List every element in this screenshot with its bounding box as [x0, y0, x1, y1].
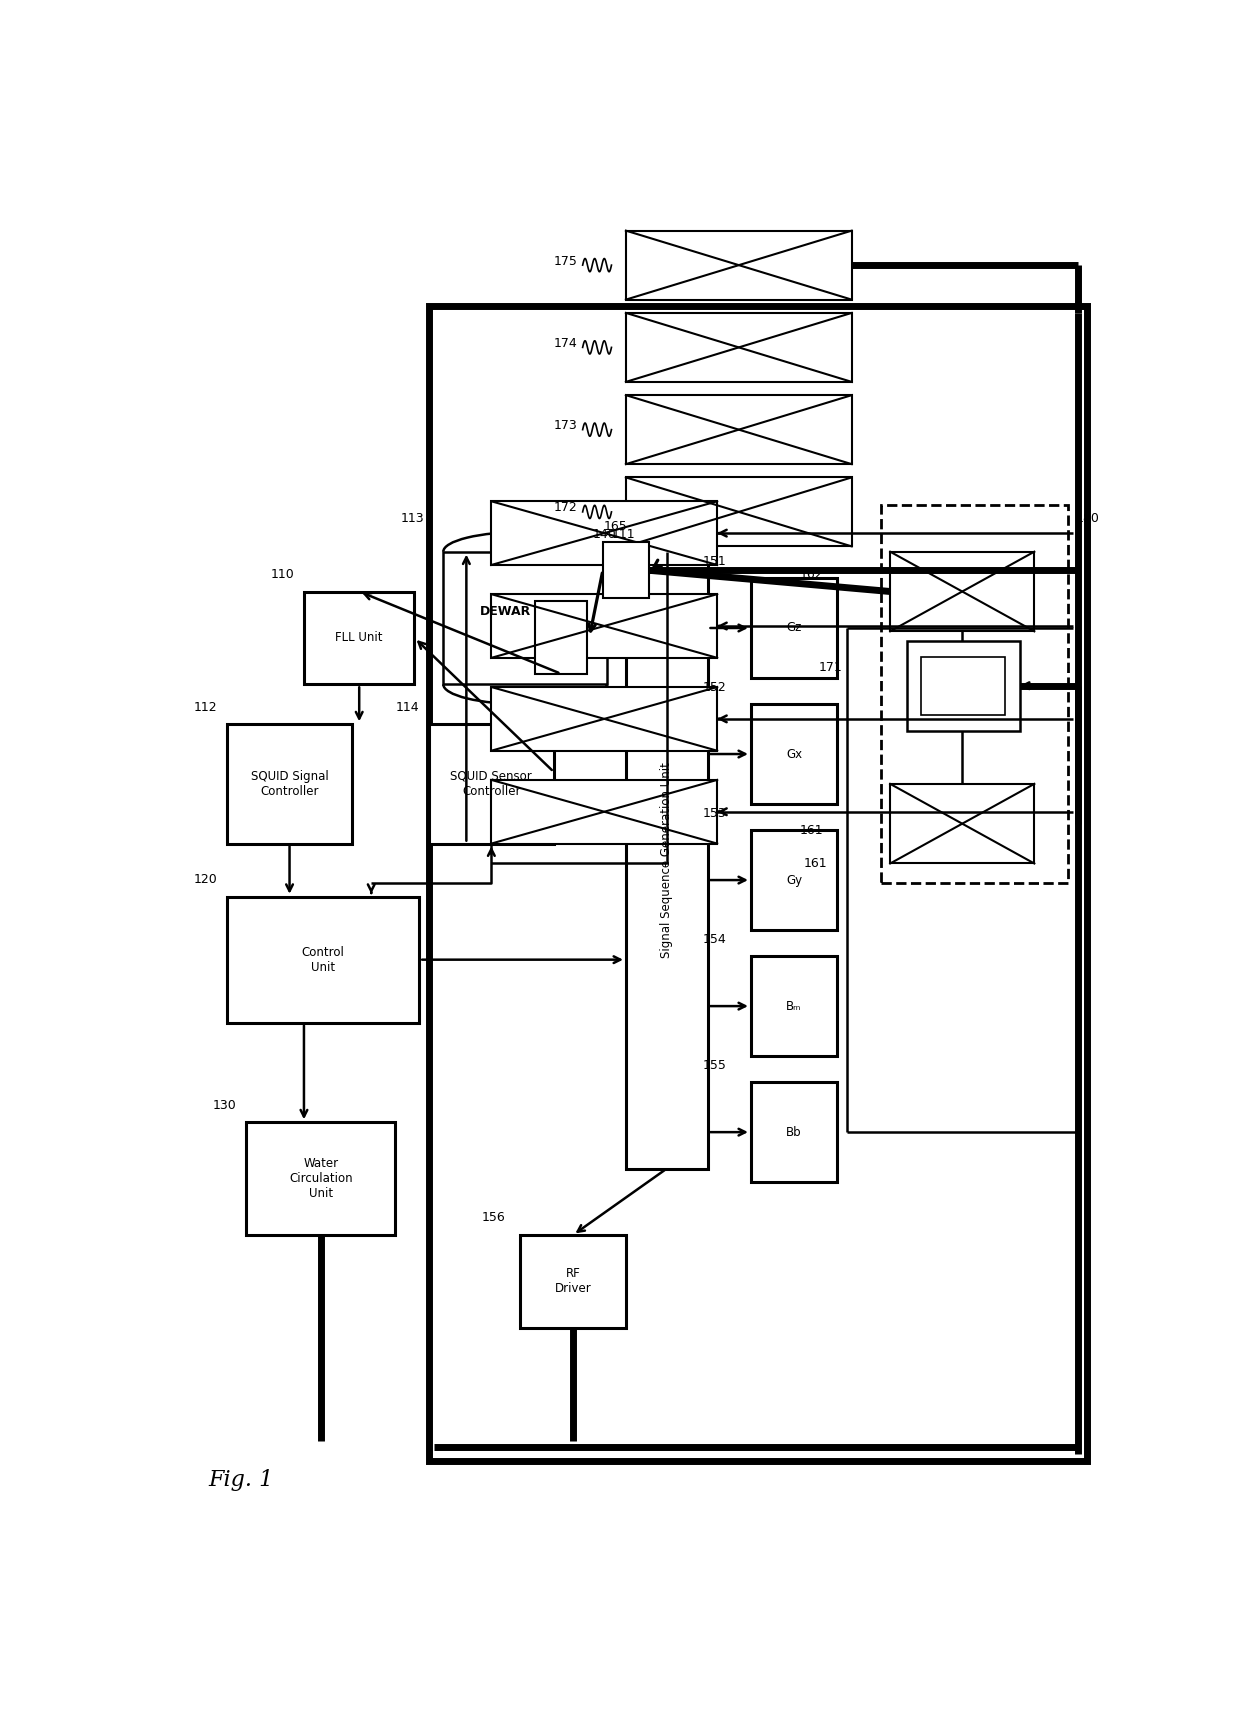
- FancyBboxPatch shape: [247, 1122, 396, 1235]
- FancyBboxPatch shape: [227, 896, 419, 1023]
- Text: 110: 110: [270, 569, 294, 581]
- Text: Gx: Gx: [786, 748, 802, 760]
- FancyBboxPatch shape: [626, 395, 852, 463]
- FancyBboxPatch shape: [521, 1235, 626, 1328]
- Text: 173: 173: [554, 419, 578, 432]
- FancyBboxPatch shape: [491, 687, 717, 751]
- Text: 153: 153: [703, 806, 727, 820]
- FancyBboxPatch shape: [890, 551, 1034, 631]
- Text: 172: 172: [554, 501, 578, 515]
- Text: SQUID Sensor
Controller: SQUID Sensor Controller: [450, 770, 532, 798]
- Text: Fig. 1: Fig. 1: [208, 1470, 273, 1492]
- Text: 174: 174: [554, 338, 578, 350]
- FancyBboxPatch shape: [429, 724, 554, 844]
- Text: 171: 171: [818, 660, 842, 674]
- FancyBboxPatch shape: [751, 705, 837, 803]
- Text: Bb: Bb: [786, 1125, 802, 1139]
- FancyBboxPatch shape: [626, 477, 852, 546]
- Text: 111: 111: [611, 527, 635, 541]
- FancyBboxPatch shape: [626, 231, 852, 300]
- FancyBboxPatch shape: [626, 551, 708, 1168]
- Text: 162: 162: [800, 569, 823, 581]
- Text: Gy: Gy: [786, 874, 802, 887]
- FancyBboxPatch shape: [626, 314, 852, 383]
- Text: FLL Unit: FLL Unit: [336, 631, 383, 644]
- Text: 161: 161: [800, 824, 823, 837]
- FancyBboxPatch shape: [751, 579, 837, 677]
- Text: 180: 180: [1075, 512, 1100, 526]
- Text: Water
Circulation
Unit: Water Circulation Unit: [289, 1158, 352, 1201]
- Text: 120: 120: [193, 874, 217, 886]
- Text: 130: 130: [213, 1099, 237, 1111]
- Text: 114: 114: [396, 701, 419, 713]
- FancyBboxPatch shape: [603, 543, 649, 598]
- Text: 155: 155: [703, 1058, 727, 1072]
- Text: 112: 112: [193, 701, 217, 713]
- FancyBboxPatch shape: [227, 724, 352, 844]
- Text: 154: 154: [703, 932, 727, 946]
- Text: 151: 151: [703, 555, 727, 567]
- Text: SQUID Signal
Controller: SQUID Signal Controller: [250, 770, 329, 798]
- Text: 165: 165: [604, 520, 627, 532]
- Text: DEWAR: DEWAR: [480, 605, 532, 619]
- FancyBboxPatch shape: [491, 594, 717, 658]
- FancyBboxPatch shape: [906, 641, 1019, 731]
- Text: 175: 175: [554, 255, 578, 267]
- FancyBboxPatch shape: [751, 956, 837, 1056]
- FancyBboxPatch shape: [751, 830, 837, 930]
- FancyBboxPatch shape: [304, 591, 414, 684]
- FancyBboxPatch shape: [491, 781, 717, 844]
- Text: 152: 152: [703, 681, 727, 694]
- FancyBboxPatch shape: [444, 551, 606, 684]
- Text: RF
Driver: RF Driver: [554, 1268, 591, 1296]
- Text: 156: 156: [482, 1211, 506, 1225]
- Text: Signal Sequence Generation Unit: Signal Sequence Generation Unit: [660, 762, 673, 958]
- Text: Bₘ: Bₘ: [786, 999, 802, 1013]
- Text: Gz: Gz: [786, 622, 802, 634]
- Text: 161: 161: [804, 856, 828, 870]
- FancyBboxPatch shape: [751, 1082, 837, 1182]
- Text: 140: 140: [593, 527, 616, 541]
- FancyBboxPatch shape: [890, 784, 1034, 863]
- Text: 113: 113: [401, 512, 424, 526]
- FancyBboxPatch shape: [921, 656, 1006, 715]
- FancyBboxPatch shape: [534, 601, 588, 674]
- FancyBboxPatch shape: [491, 501, 717, 565]
- Text: Control
Unit: Control Unit: [301, 946, 345, 973]
